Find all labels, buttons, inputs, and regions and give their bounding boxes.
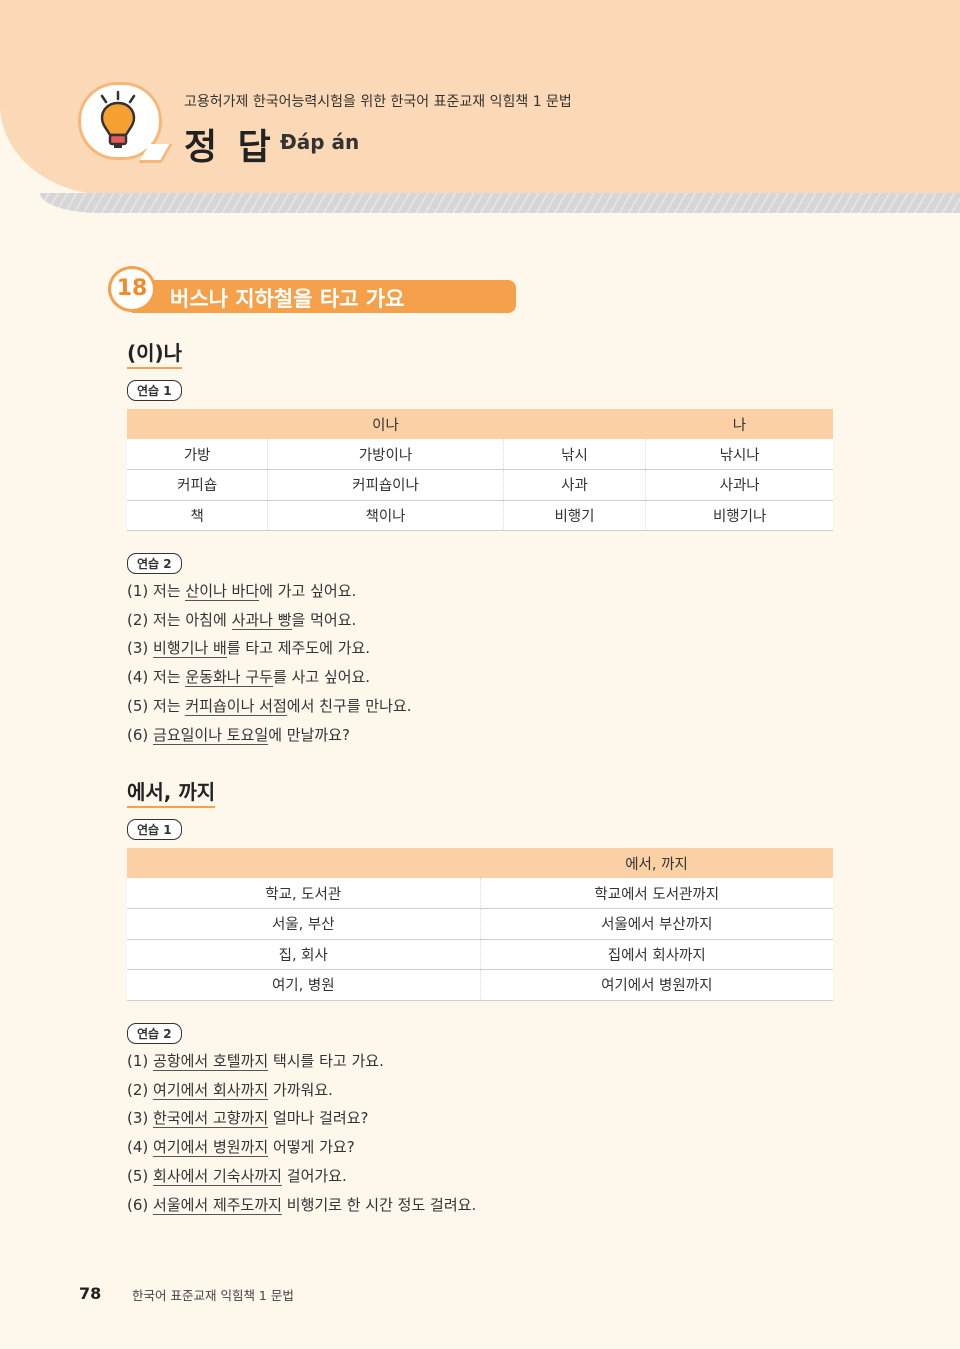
answer-list: (1) 공항에서 호텔까지 택시를 타고 가요. (2) 여기에서 회사까지 가까… [127,1047,476,1219]
table-row: 집, 회사 집에서 회사까지 [127,939,833,970]
sentence-text: 택시를 타고 가요. [268,1052,384,1070]
sentence-text: (2) [127,1080,154,1099]
table-row: 여기, 병원 여기에서 병원까지 [127,969,833,1001]
list-item: (6) 서울에서 제주도까지 비행기로 한 시간 정도 걸려요. [127,1191,476,1220]
sentence-text: 저는 [153,582,186,600]
footer-book-title: 한국어 표준교재 익힘책 1 문법 [132,1288,294,1303]
underlined-answer: 비행기나 배 [153,639,227,659]
sentence-text: 가까워요. [268,1080,333,1099]
list-item: (4) 저는 운동화나 구두를 사고 싶어요. [127,663,411,692]
sentence-text: (4) [127,668,154,687]
sentence-text: (2) [127,610,154,629]
page-title-vietnamese: Đáp án [280,130,360,154]
underlined-answer: 한국에서 고향까지 [153,1109,269,1129]
sentence-text: 에서 친구를 만나요. [286,696,412,715]
exercise-badge: 연습 2 [127,553,182,574]
list-item: (6) 금요일이나 토요일에 만날까요? [127,721,411,750]
underlined-answer: 회사에서 기숙사까지 [153,1166,282,1186]
sentence-text: (5) [127,696,154,715]
lightbulb-icon [78,82,162,160]
page-title: 정 답 [184,127,275,168]
underlined-answer: 커피숍이나 서점 [185,696,287,716]
sentence-text: (6) [127,725,154,744]
list-item: (5) 회사에서 기숙사까지 걸어가요. [127,1162,476,1191]
list-item: (1) 저는 산이나 바다에 가고 싶어요. [127,577,411,606]
sentence-text: (1) [127,582,154,600]
underlined-answer: 사과나 빵 [231,610,292,630]
sentence-text: 에 가고 싶어요. [259,582,357,600]
sentence-text: 어떻게 가요? [268,1138,355,1157]
page-number: 78 [79,1284,102,1303]
underlined-answer: 여기에서 회사까지 [153,1080,269,1100]
list-item: (2) 여기에서 회사까지 가까워요. [127,1076,476,1105]
table-row: 커피숍 커피숍이나 사과 사과나 [127,469,833,501]
section-heading: 에서, 까지 [127,776,216,808]
sentence-text: 얼마나 걸려요? [268,1109,369,1128]
answer-list: (1) 저는 산이나 바다에 가고 싶어요. (2) 저는 아침에 사과나 빵을 … [127,577,411,749]
underlined-answer: 산이나 바다 [185,582,260,601]
table-row: 가방 가방이나 낚시 낚시나 [127,439,833,470]
sentence-text: 에 만날까요? [268,725,350,744]
list-item: (5) 저는 커피숍이나 서점에서 친구를 만나요. [127,692,411,721]
table-row: 학교, 도서관 학교에서 도서관까지 [127,878,833,909]
underlined-answer: 여기에서 병원까지 [153,1138,269,1158]
exercise-badge: 연습 1 [127,380,182,401]
list-item: (4) 여기에서 병원까지 어떻게 가요? [127,1133,476,1162]
answer-table: 에서, 까지 학교, 도서관 학교에서 도서관까지 서울, 부산 서울에서 부산까지… [127,848,833,1001]
sentence-text: 비행기로 한 시간 정도 걸려요. [282,1195,477,1214]
book-subtitle: 고용허가제 한국어능력시험을 위한 한국어 표준교재 익힘책 1 문법 [184,94,572,110]
list-item: (3) 한국에서 고향까지 얼마나 걸려요? [127,1104,476,1133]
underlined-answer: 서울에서 제주도까지 [153,1195,282,1215]
lesson-title: 버스나 지하철을 타고 가요 [170,287,405,311]
answer-table: 이나 나 가방 가방이나 낚시 낚시나 커피숍 커피숍이나 사과 사과나 책 책이나 비행기 비행기… [127,409,833,531]
sentence-text: (1) [127,1052,154,1070]
list-item: (2) 저는 아침에 사과나 빵을 먹어요. [127,606,411,635]
table-header-row: 이나 나 [127,409,833,439]
underlined-answer: 공항에서 호텔까지 [153,1052,269,1071]
sentence-text: 저는 아침에 [153,610,232,629]
sentence-text: 저는 [153,668,186,687]
exercise-badge: 연습 1 [127,819,182,840]
table-row: 책 책이나 비행기 비행기나 [127,500,833,531]
sentence-text: 저는 [153,696,186,715]
header-stripe [40,193,960,213]
table-header-row: 에서, 까지 [127,848,833,878]
sentence-text: (4) [127,1138,154,1157]
list-item: (3) 비행기나 배를 타고 제주도에 가요. [127,634,411,663]
underlined-answer: 운동화나 구두 [185,668,273,688]
sentence-text: 을 먹어요. [291,610,357,629]
sentence-text: 걸어가요. [282,1166,347,1185]
lesson-number: 18 [108,266,156,312]
sentence-text: (3) [127,1109,154,1128]
sentence-text: 를 타고 제주도에 가요. [226,639,371,658]
sentence-text: (3) [127,639,154,658]
exercise-badge: 연습 2 [127,1023,182,1044]
section-heading: (이)나 [127,337,183,369]
table-row: 서울, 부산 서울에서 부산까지 [127,908,833,940]
sentence-text: 를 사고 싶어요. [272,668,371,687]
list-item: (1) 공항에서 호텔까지 택시를 타고 가요. [127,1047,476,1076]
underlined-answer: 금요일이나 토요일 [153,725,269,745]
sentence-text: (6) [127,1195,154,1214]
sentence-text: (5) [127,1166,154,1185]
